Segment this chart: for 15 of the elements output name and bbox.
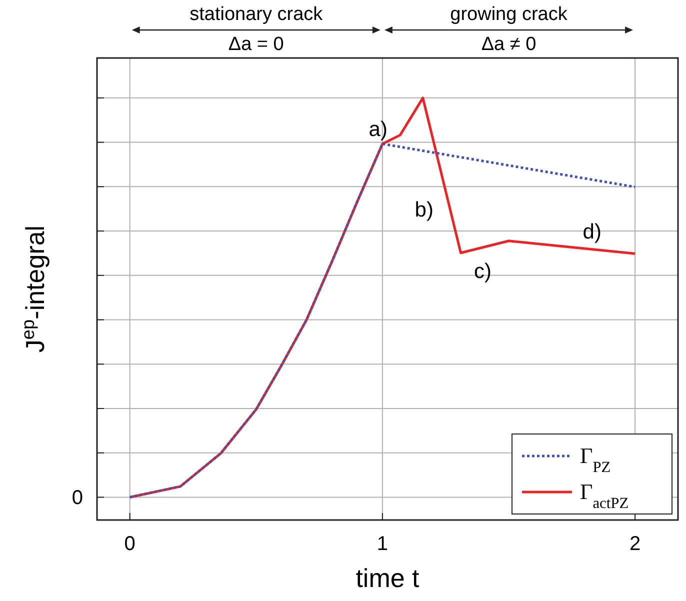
text: growing crack (450, 4, 568, 25)
legend-label: Γ$_{actPZ}$ (580, 479, 629, 512)
x-tick-label: 2 (629, 533, 641, 555)
x-tick-label: 1 (376, 533, 388, 555)
legend-label: Γ$_{PZ}$ (580, 443, 611, 476)
x-tick-label: 0 (124, 533, 136, 555)
text: 0 (72, 487, 83, 510)
text: stationary crack (190, 4, 324, 25)
text: Δa ≠ 0 (481, 34, 536, 55)
annotation: d) (582, 220, 602, 244)
annotation: a) (368, 118, 388, 142)
annotation: b) (414, 198, 434, 222)
x-axis-title: time t (356, 563, 420, 593)
text: Δa = 0 (228, 34, 284, 55)
annotation: c) (474, 260, 492, 283)
